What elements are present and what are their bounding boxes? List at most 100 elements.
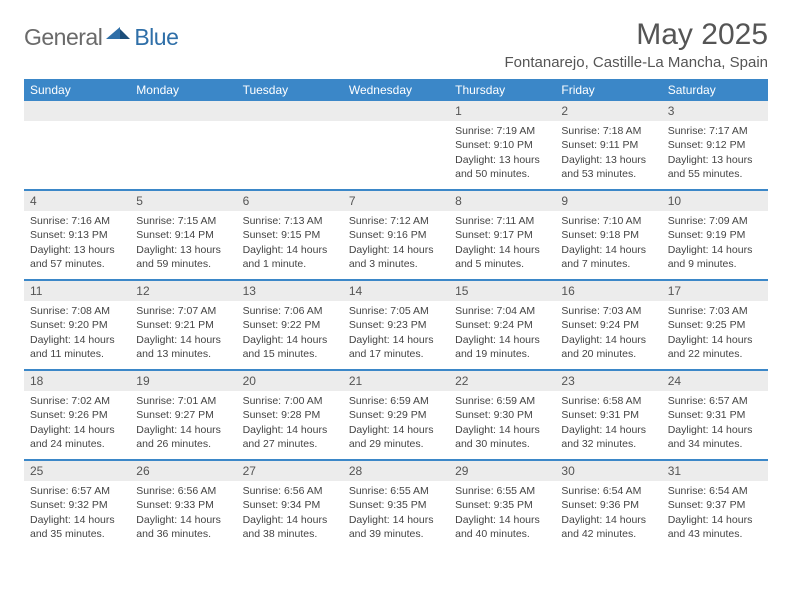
day-cell: 9Sunrise: 7:10 AMSunset: 9:18 PMDaylight… xyxy=(555,191,661,279)
sunset-text: Sunset: 9:11 PM xyxy=(561,138,655,152)
day-cell: 17Sunrise: 7:03 AMSunset: 9:25 PMDayligh… xyxy=(662,281,768,369)
daylight-text: Daylight: 14 hours and 38 minutes. xyxy=(243,513,337,541)
daylight-text: Daylight: 14 hours and 19 minutes. xyxy=(455,333,549,361)
day-body: Sunrise: 6:56 AMSunset: 9:33 PMDaylight:… xyxy=(130,483,236,545)
sunrise-text: Sunrise: 7:13 AM xyxy=(243,214,337,228)
day-body: Sunrise: 7:06 AMSunset: 9:22 PMDaylight:… xyxy=(237,303,343,365)
day-cell: 3Sunrise: 7:17 AMSunset: 9:12 PMDaylight… xyxy=(662,101,768,189)
sunset-text: Sunset: 9:10 PM xyxy=(455,138,549,152)
day-number: 30 xyxy=(555,461,661,481)
day-cell: 28Sunrise: 6:55 AMSunset: 9:35 PMDayligh… xyxy=(343,461,449,549)
sunrise-text: Sunrise: 7:09 AM xyxy=(668,214,762,228)
sunset-text: Sunset: 9:24 PM xyxy=(455,318,549,332)
sunset-text: Sunset: 9:19 PM xyxy=(668,228,762,242)
day-cell: 29Sunrise: 6:55 AMSunset: 9:35 PMDayligh… xyxy=(449,461,555,549)
day-number: 10 xyxy=(662,191,768,211)
daylight-text: Daylight: 14 hours and 42 minutes. xyxy=(561,513,655,541)
sunrise-text: Sunrise: 6:59 AM xyxy=(349,394,443,408)
daylight-text: Daylight: 14 hours and 24 minutes. xyxy=(30,423,124,451)
empty-day-number xyxy=(237,101,343,121)
day-body: Sunrise: 6:55 AMSunset: 9:35 PMDaylight:… xyxy=(449,483,555,545)
daylight-text: Daylight: 14 hours and 7 minutes. xyxy=(561,243,655,271)
day-cell xyxy=(343,101,449,189)
daylight-text: Daylight: 14 hours and 39 minutes. xyxy=(349,513,443,541)
sunset-text: Sunset: 9:32 PM xyxy=(30,498,124,512)
sunrise-text: Sunrise: 6:55 AM xyxy=(349,484,443,498)
day-body: Sunrise: 6:55 AMSunset: 9:35 PMDaylight:… xyxy=(343,483,449,545)
logo: General Blue xyxy=(24,24,178,51)
day-cell: 25Sunrise: 6:57 AMSunset: 9:32 PMDayligh… xyxy=(24,461,130,549)
day-body: Sunrise: 7:07 AMSunset: 9:21 PMDaylight:… xyxy=(130,303,236,365)
daylight-text: Daylight: 14 hours and 32 minutes. xyxy=(561,423,655,451)
weekday-header: Thursday xyxy=(449,79,555,101)
day-body: Sunrise: 7:13 AMSunset: 9:15 PMDaylight:… xyxy=(237,213,343,275)
logo-text-general: General xyxy=(24,24,102,51)
day-number: 17 xyxy=(662,281,768,301)
daylight-text: Daylight: 14 hours and 13 minutes. xyxy=(136,333,230,361)
day-body: Sunrise: 7:15 AMSunset: 9:14 PMDaylight:… xyxy=(130,213,236,275)
day-cell: 15Sunrise: 7:04 AMSunset: 9:24 PMDayligh… xyxy=(449,281,555,369)
daylight-text: Daylight: 14 hours and 3 minutes. xyxy=(349,243,443,271)
sunset-text: Sunset: 9:35 PM xyxy=(455,498,549,512)
sunrise-text: Sunrise: 7:04 AM xyxy=(455,304,549,318)
weeks-container: 1Sunrise: 7:19 AMSunset: 9:10 PMDaylight… xyxy=(24,101,768,549)
sunrise-text: Sunrise: 7:16 AM xyxy=(30,214,124,228)
day-cell xyxy=(130,101,236,189)
sunrise-text: Sunrise: 7:07 AM xyxy=(136,304,230,318)
sunrise-text: Sunrise: 7:03 AM xyxy=(668,304,762,318)
daylight-text: Daylight: 14 hours and 36 minutes. xyxy=(136,513,230,541)
sunrise-text: Sunrise: 6:55 AM xyxy=(455,484,549,498)
day-cell: 4Sunrise: 7:16 AMSunset: 9:13 PMDaylight… xyxy=(24,191,130,279)
sunset-text: Sunset: 9:27 PM xyxy=(136,408,230,422)
sunset-text: Sunset: 9:29 PM xyxy=(349,408,443,422)
day-cell: 30Sunrise: 6:54 AMSunset: 9:36 PMDayligh… xyxy=(555,461,661,549)
daylight-text: Daylight: 13 hours and 57 minutes. xyxy=(30,243,124,271)
sunrise-text: Sunrise: 7:11 AM xyxy=(455,214,549,228)
sunrise-text: Sunrise: 7:08 AM xyxy=(30,304,124,318)
sunrise-text: Sunrise: 6:56 AM xyxy=(243,484,337,498)
day-body: Sunrise: 7:05 AMSunset: 9:23 PMDaylight:… xyxy=(343,303,449,365)
weekday-header: Saturday xyxy=(662,79,768,101)
day-body: Sunrise: 6:58 AMSunset: 9:31 PMDaylight:… xyxy=(555,393,661,455)
daylight-text: Daylight: 14 hours and 15 minutes. xyxy=(243,333,337,361)
week-row: 4Sunrise: 7:16 AMSunset: 9:13 PMDaylight… xyxy=(24,189,768,279)
day-body: Sunrise: 6:57 AMSunset: 9:31 PMDaylight:… xyxy=(662,393,768,455)
daylight-text: Daylight: 13 hours and 55 minutes. xyxy=(668,153,762,181)
sunset-text: Sunset: 9:35 PM xyxy=(349,498,443,512)
day-body: Sunrise: 7:00 AMSunset: 9:28 PMDaylight:… xyxy=(237,393,343,455)
sunrise-text: Sunrise: 7:15 AM xyxy=(136,214,230,228)
sunset-text: Sunset: 9:25 PM xyxy=(668,318,762,332)
daylight-text: Daylight: 14 hours and 34 minutes. xyxy=(668,423,762,451)
day-body: Sunrise: 6:54 AMSunset: 9:36 PMDaylight:… xyxy=(555,483,661,545)
day-cell xyxy=(237,101,343,189)
empty-day-number xyxy=(24,101,130,121)
sunset-text: Sunset: 9:20 PM xyxy=(30,318,124,332)
day-number: 12 xyxy=(130,281,236,301)
sunrise-text: Sunrise: 7:00 AM xyxy=(243,394,337,408)
day-number: 26 xyxy=(130,461,236,481)
daylight-text: Daylight: 13 hours and 50 minutes. xyxy=(455,153,549,181)
sunset-text: Sunset: 9:34 PM xyxy=(243,498,337,512)
sunrise-text: Sunrise: 7:10 AM xyxy=(561,214,655,228)
sunrise-text: Sunrise: 7:02 AM xyxy=(30,394,124,408)
sunrise-text: Sunrise: 6:54 AM xyxy=(561,484,655,498)
daylight-text: Daylight: 14 hours and 26 minutes. xyxy=(136,423,230,451)
daylight-text: Daylight: 14 hours and 29 minutes. xyxy=(349,423,443,451)
day-body: Sunrise: 7:17 AMSunset: 9:12 PMDaylight:… xyxy=(662,123,768,185)
day-cell: 23Sunrise: 6:58 AMSunset: 9:31 PMDayligh… xyxy=(555,371,661,459)
daylight-text: Daylight: 14 hours and 9 minutes. xyxy=(668,243,762,271)
day-number: 25 xyxy=(24,461,130,481)
sunrise-text: Sunrise: 7:18 AM xyxy=(561,124,655,138)
sunset-text: Sunset: 9:31 PM xyxy=(561,408,655,422)
daylight-text: Daylight: 14 hours and 43 minutes. xyxy=(668,513,762,541)
day-body: Sunrise: 6:54 AMSunset: 9:37 PMDaylight:… xyxy=(662,483,768,545)
sunset-text: Sunset: 9:33 PM xyxy=(136,498,230,512)
day-body: Sunrise: 7:19 AMSunset: 9:10 PMDaylight:… xyxy=(449,123,555,185)
calendar-page: General Blue May 2025 Fontanarejo, Casti… xyxy=(0,0,792,549)
day-number: 1 xyxy=(449,101,555,121)
day-cell: 22Sunrise: 6:59 AMSunset: 9:30 PMDayligh… xyxy=(449,371,555,459)
day-cell: 7Sunrise: 7:12 AMSunset: 9:16 PMDaylight… xyxy=(343,191,449,279)
day-cell: 18Sunrise: 7:02 AMSunset: 9:26 PMDayligh… xyxy=(24,371,130,459)
day-cell xyxy=(24,101,130,189)
day-number: 28 xyxy=(343,461,449,481)
